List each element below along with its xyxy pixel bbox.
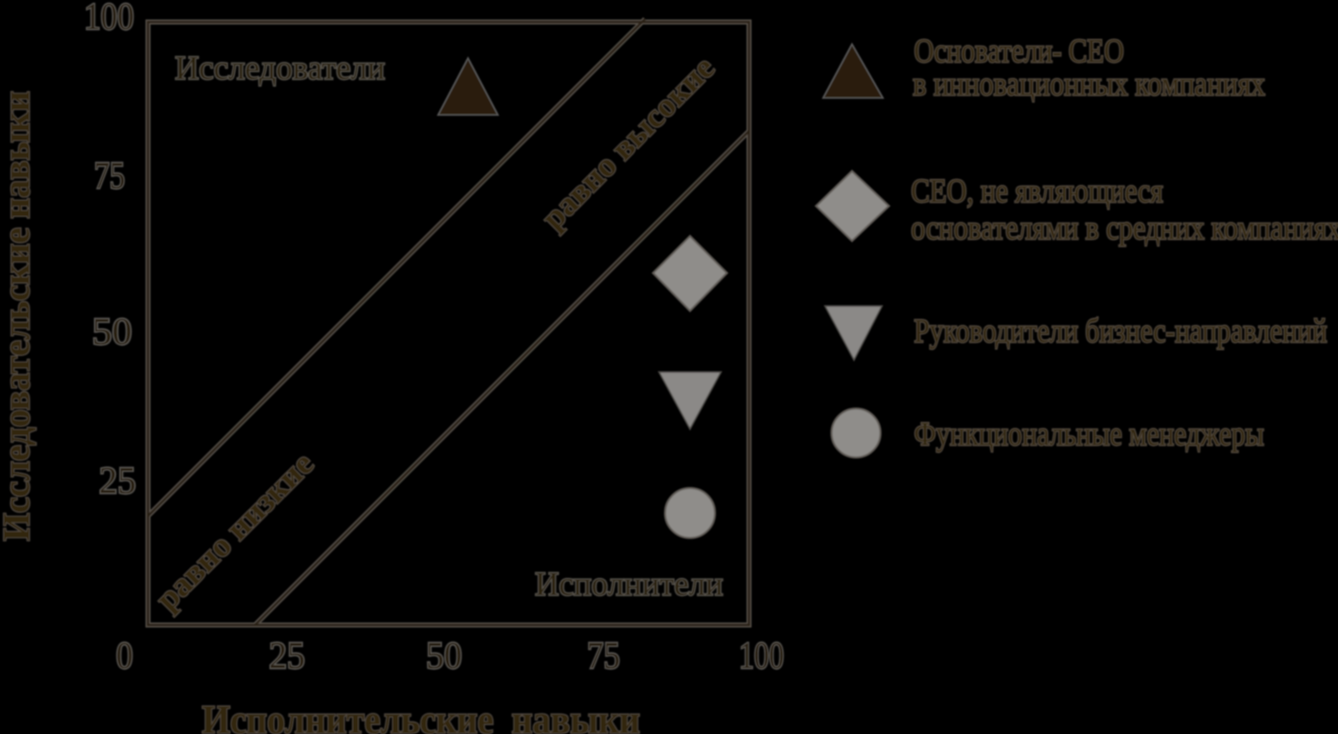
- svg-text:75: 75: [587, 635, 620, 677]
- svg-text:основателями в средних компани: основателями в средних компаниях: [911, 210, 1338, 247]
- svg-text:Исследовательские навыки: Исследовательские навыки: [0, 91, 38, 541]
- svg-text:Основатели- CEO: Основатели- CEO: [914, 33, 1124, 70]
- svg-text:Функциональные менеджеры: Функциональные менеджеры: [914, 416, 1264, 453]
- svg-text:CEO, не являющиеся: CEO, не являющиеся: [911, 173, 1163, 210]
- svg-text:50: 50: [426, 635, 462, 677]
- svg-text:Исполнительские навыки: Исполнительские навыки: [202, 697, 640, 734]
- svg-text:Исполнители: Исполнители: [535, 566, 723, 603]
- svg-text:в инновационных компаниях: в инновационных компаниях: [913, 66, 1265, 103]
- svg-text:0: 0: [116, 635, 133, 677]
- svg-text:25: 25: [269, 635, 305, 677]
- svg-text:Руководители бизнес-направлени: Руководители бизнес-направлений: [914, 313, 1327, 350]
- svg-text:Исследователи: Исследователи: [175, 50, 385, 87]
- svg-text:25: 25: [99, 460, 136, 502]
- svg-text:50: 50: [92, 311, 132, 353]
- svg-text:75: 75: [94, 155, 125, 197]
- svg-text:100: 100: [739, 635, 784, 677]
- svg-text:100: 100: [84, 0, 134, 38]
